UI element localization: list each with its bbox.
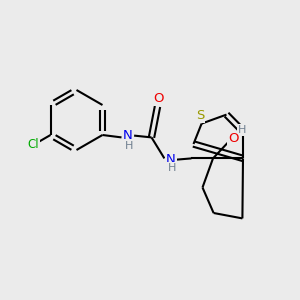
- Text: S: S: [196, 109, 204, 122]
- Text: O: O: [228, 132, 238, 145]
- Text: Cl: Cl: [27, 138, 39, 151]
- Text: H: H: [238, 125, 246, 135]
- Text: N: N: [123, 129, 133, 142]
- Text: N: N: [166, 153, 176, 166]
- Text: O: O: [153, 92, 163, 105]
- Text: H: H: [125, 141, 133, 151]
- Text: H: H: [168, 163, 176, 173]
